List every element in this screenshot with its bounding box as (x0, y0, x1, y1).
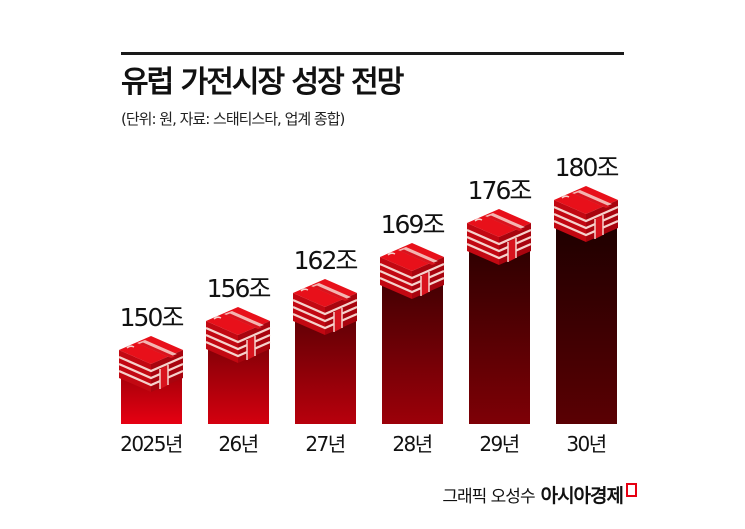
value-label: 162조 (293, 246, 359, 275)
bar-0 (119, 336, 184, 424)
credit: 그래픽 오성수 아시아경제 (442, 481, 637, 508)
year-label: 2025년 (120, 432, 183, 456)
money-stack-icon (293, 279, 358, 335)
value-label: 169조 (380, 210, 446, 239)
money-stack-icon (380, 243, 445, 299)
value-label: 150조 (119, 303, 185, 332)
brand-logo-text: 아시아경제 (540, 485, 624, 507)
bar-2 (293, 279, 358, 424)
money-stack-icon (206, 307, 271, 363)
bar-4 (467, 209, 532, 424)
year-label: 29년 (479, 432, 520, 456)
bar-1 (206, 307, 271, 424)
value-label: 180조 (554, 153, 620, 182)
bar-5 (554, 186, 619, 424)
bar-fill (469, 239, 530, 424)
chart-title: 유럽 가전시장 성장 전망 (121, 65, 404, 100)
money-stack-icon (119, 336, 184, 392)
money-stack-icon (554, 186, 619, 242)
value-label: 176조 (467, 176, 533, 205)
money-stack-icon (467, 209, 532, 265)
title-rule (121, 52, 624, 55)
brand-mark-icon (626, 483, 637, 497)
year-label: 30년 (566, 432, 607, 456)
credit-text: 그래픽 오성수 (442, 487, 535, 507)
bar-fill (556, 216, 617, 424)
bar-3 (380, 243, 445, 424)
year-label: 27년 (305, 432, 346, 456)
year-label: 26년 (218, 432, 259, 456)
year-label: 28년 (392, 432, 433, 456)
value-label: 156조 (206, 274, 272, 303)
chart-subtitle: (단위: 원, 자료: 스태티스타, 업계 종합) (121, 110, 345, 128)
